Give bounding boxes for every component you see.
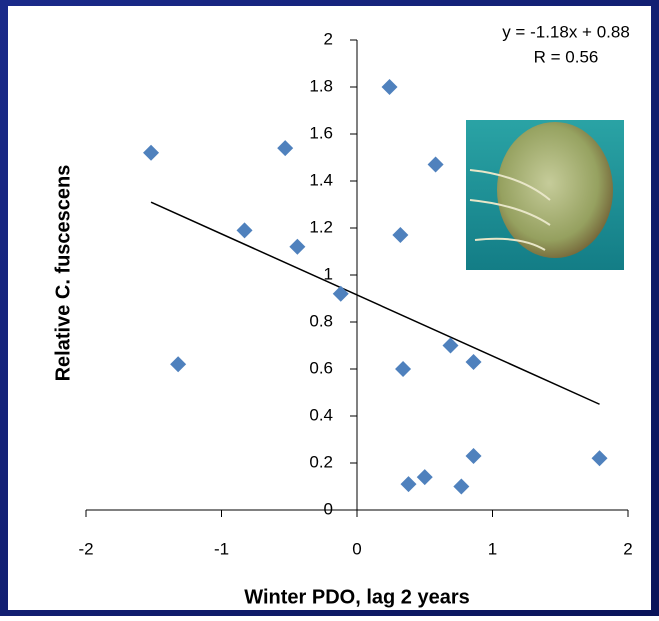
- point: [289, 238, 306, 255]
- point: [381, 79, 398, 95]
- x-tick-label: -1: [214, 539, 229, 558]
- point: [400, 476, 417, 493]
- y-tick-label: 1.4: [309, 170, 333, 189]
- point: [236, 222, 253, 239]
- x-tick-label: -2: [78, 539, 93, 558]
- photo: [466, 120, 624, 270]
- point: [392, 227, 409, 244]
- x-tick-label: 0: [352, 539, 361, 558]
- equation: y = -1.18x + 0.88: [502, 22, 630, 41]
- y-tick-label: 0.4: [309, 405, 333, 424]
- y-tick-label: 1.2: [309, 217, 333, 236]
- y-tick-label: 0.6: [309, 358, 333, 377]
- y-tick-label: 1.8: [309, 76, 333, 95]
- y-tick-label: 2: [324, 29, 333, 48]
- point: [465, 353, 482, 370]
- trendline: [150, 201, 600, 405]
- point: [416, 469, 433, 486]
- y-tick-label: 0.8: [309, 311, 333, 330]
- point: [453, 478, 470, 495]
- point: [427, 156, 444, 173]
- x-axis-title: Winter PDO, lag 2 years: [244, 586, 469, 608]
- point: [465, 447, 482, 464]
- x-tick-label: 1: [488, 539, 497, 558]
- panel: [8, 6, 651, 610]
- point: [277, 140, 294, 157]
- point: [442, 337, 459, 354]
- point: [143, 144, 160, 161]
- point: [395, 361, 412, 377]
- point: [591, 450, 608, 467]
- y-tick-label: 1: [324, 264, 333, 283]
- r-value: R = 0.56: [534, 47, 599, 66]
- point: [332, 285, 349, 302]
- y-axis-title: Relative C. fuscescens: [52, 165, 74, 382]
- x-tick-label: 2: [623, 539, 632, 558]
- point: [170, 356, 187, 373]
- y-tick-label: 0: [324, 499, 333, 518]
- y-tick-label: 0.2: [309, 452, 333, 471]
- y-tick-label: 1.6: [309, 123, 333, 142]
